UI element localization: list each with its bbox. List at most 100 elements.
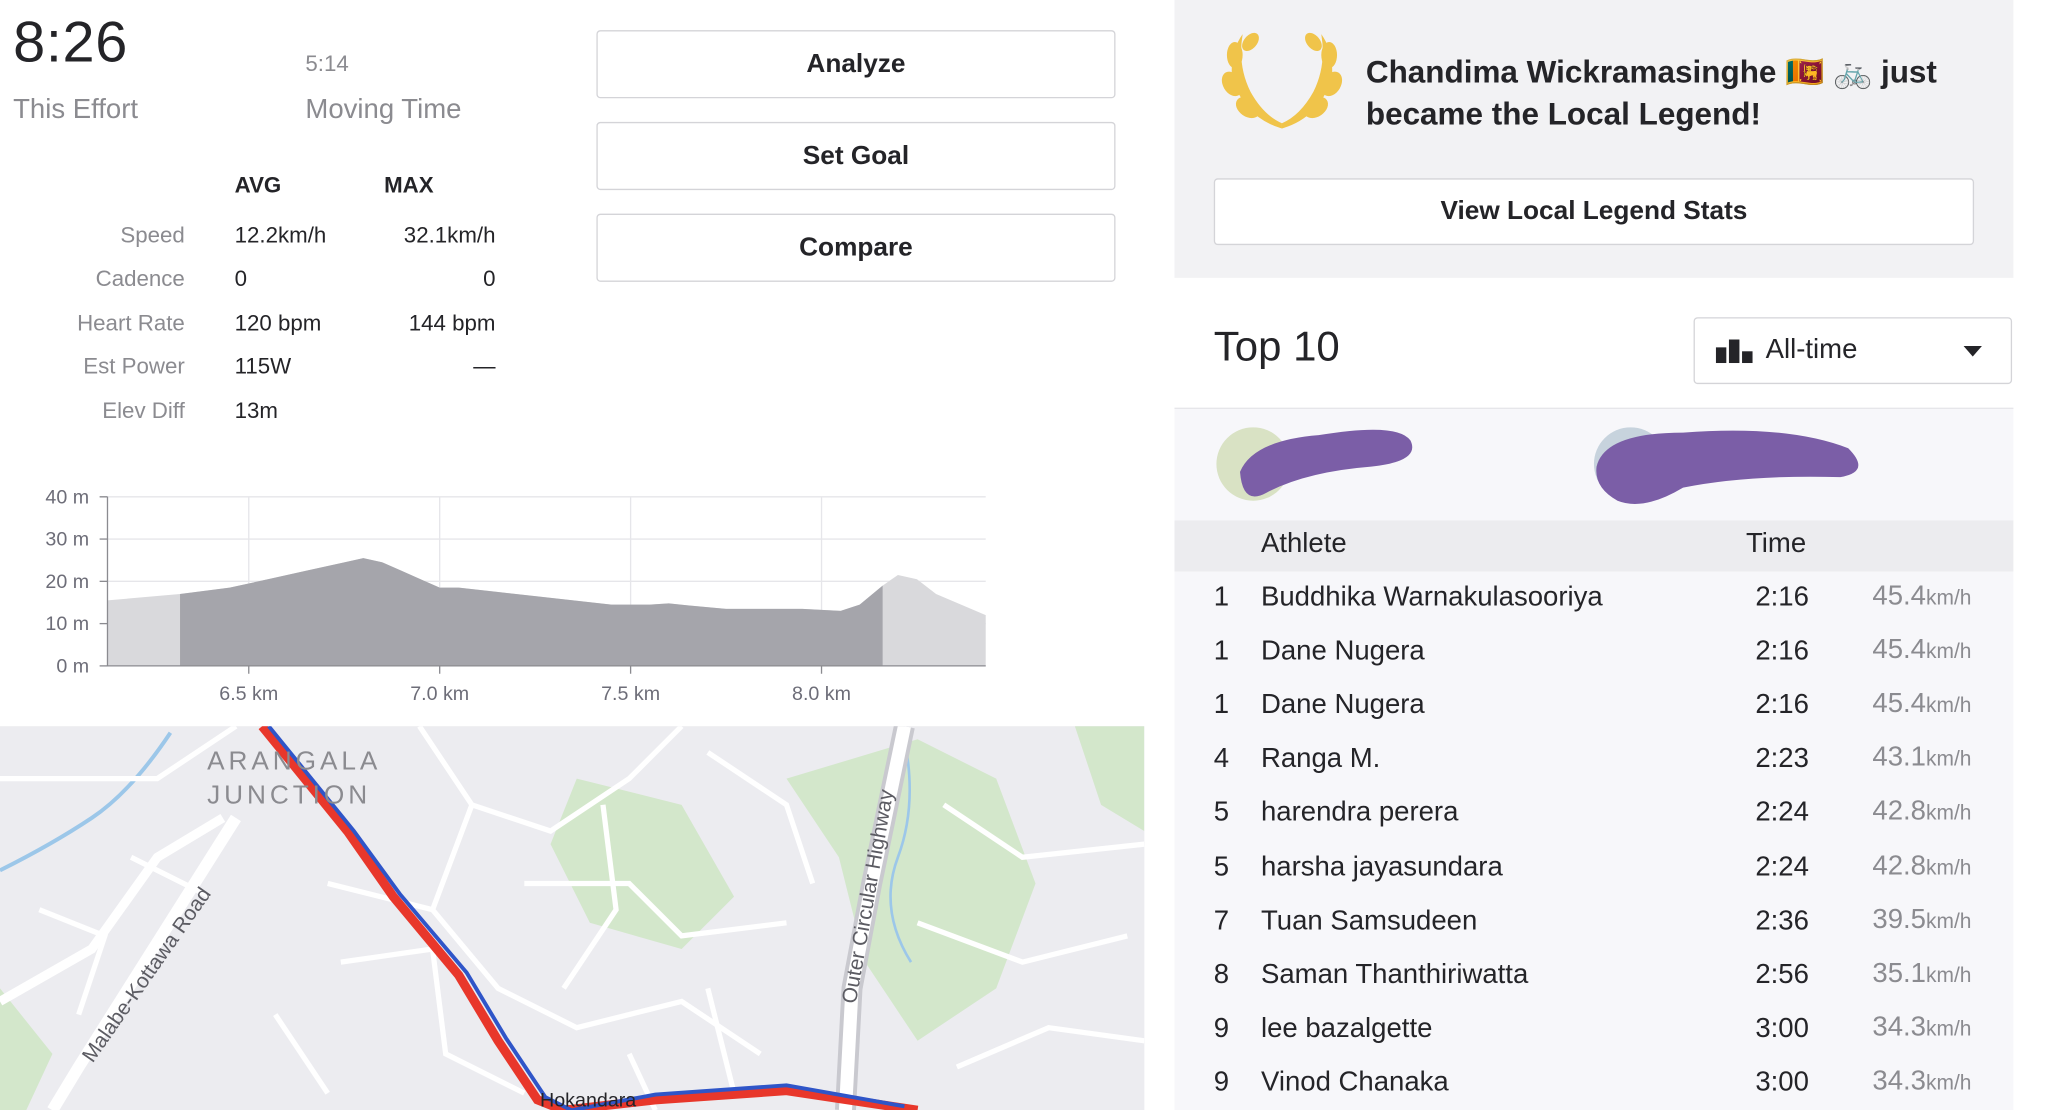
stat-row-elev-diff: Elev Diff 13m (0, 398, 511, 437)
elevation-chart[interactable]: 40 m 30 m 20 m 10 m 0 m 6.5 km 7.0 km 7.5 km 8.0… (0, 472, 1022, 721)
minor-roads (0, 726, 1145, 1110)
speed: 43.1km/h (1872, 742, 1971, 773)
stat-label: Cadence (95, 266, 185, 291)
set-goal-button[interactable]: Set Goal (596, 121, 1116, 191)
y-tick-label: 30 m (45, 529, 89, 551)
stat-avg: 13m (234, 398, 278, 424)
speed: 42.8km/h (1872, 796, 1971, 827)
athlete-name[interactable]: Dane Nugera (1260, 635, 1425, 667)
athlete-column-header: Athlete (1260, 528, 1347, 559)
y-tick-label: 20 m (45, 571, 89, 593)
chevron-down-icon (1963, 346, 1982, 357)
time-column-header: Time (1745, 528, 1807, 559)
speed-value: 42.8 (1872, 850, 1926, 881)
view-local-legend-stats-button[interactable]: View Local Legend Stats (1213, 178, 1975, 246)
analyze-button[interactable]: Analyze (596, 30, 1116, 99)
speed-unit: km/h (1925, 910, 1972, 933)
leaderboard-row[interactable]: 1 Dane Nugera 2:16 45.4km/h (1174, 625, 2013, 679)
leaderboard-table: 1 Buddhika Warnakulasooriya 2:16 45.4km/h 1 D… (1174, 571, 2014, 1110)
speed-unit: km/h (1925, 641, 1972, 664)
compare-route-line (267, 726, 905, 1110)
rank: 9 (1213, 1066, 1230, 1097)
local-legend-message: Chandima Wickramasinghe 🇱🇰 🚲 just became… (1365, 55, 1937, 133)
highway (838, 726, 911, 1110)
athlete-name[interactable]: Tuan Samsudeen (1260, 905, 1478, 936)
stat-max: 144 bpm (408, 310, 496, 336)
effort-time: 2:16 (1755, 689, 1809, 720)
compare-button[interactable]: Compare (596, 213, 1116, 282)
moving-time-label: Moving Time (305, 94, 462, 125)
speed: 34.3km/h (1872, 1066, 1971, 1097)
map-place-label: Hokandara (540, 1089, 637, 1110)
leaderboard-row[interactable]: 8 Saman Thanthiriwatta 2:56 35.1km/h (1174, 949, 2013, 1003)
segment-map[interactable]: ARANGALA JUNCTION Malabe-Kottawa Road Ou… (0, 726, 1145, 1110)
leaderboard-header: Athlete Time (1174, 520, 2014, 572)
stat-label: Elev Diff (102, 398, 185, 424)
speed: 45.4km/h (1872, 688, 1971, 719)
leaderboard-row[interactable]: 1 Buddhika Warnakulasooriya 2:16 45.4km/h (1174, 572, 2013, 626)
leaderboard-title: Top 10 (1213, 322, 1340, 370)
speed-value: 45.4 (1872, 688, 1926, 719)
effort-label: This Effort (13, 94, 139, 125)
x-tick-label: 8.0 km (792, 683, 851, 705)
park-area (0, 988, 53, 1110)
y-tick-label: 40 m (45, 486, 89, 508)
water-stream (0, 731, 173, 873)
timeframe-value: All-time (1765, 334, 1858, 365)
rank: 4 (1213, 743, 1230, 774)
rank: 5 (1213, 851, 1230, 882)
map-canvas (0, 726, 1145, 1110)
main-road (0, 814, 226, 1006)
athlete-name[interactable]: harsha jayasundara (1260, 851, 1503, 882)
map-area-line1: ARANGALA (207, 747, 382, 776)
athlete-name[interactable]: Buddhika Warnakulasooriya (1260, 581, 1603, 613)
effort-time: 3:00 (1755, 1012, 1809, 1044)
athlete-name[interactable]: Ranga M. (1260, 743, 1381, 774)
leaderboard-row[interactable]: 5 harendra perera 2:24 42.8km/h (1174, 787, 2013, 841)
rank: 8 (1213, 959, 1230, 990)
leaderboard-row[interactable]: 4 Ranga M. 2:23 43.1km/h (1174, 733, 2013, 787)
map-area-label: ARANGALA JUNCTION (207, 745, 381, 813)
speed-value: 45.4 (1872, 634, 1926, 665)
leaderboard-row[interactable]: 9 Vinod Chanaka 3:00 34.3km/h (1174, 1056, 2013, 1110)
speed: 42.8km/h (1872, 850, 1971, 881)
moving-time: 5:14 (305, 51, 349, 77)
stat-avg: 0 (234, 266, 248, 291)
effort-time: 3:00 (1755, 1066, 1809, 1097)
speed-unit: km/h (1925, 964, 1972, 987)
rank: 9 (1213, 1012, 1230, 1044)
athlete-name[interactable]: lee bazalgette (1260, 1012, 1433, 1044)
speed-value: 34.3 (1872, 1065, 1926, 1096)
stat-label: Speed (120, 222, 185, 248)
park-area (550, 778, 735, 950)
y-tick-label: 0 m (56, 655, 89, 677)
water-stream (889, 739, 913, 963)
redaction-mark (1240, 429, 1413, 497)
leaderboard-row[interactable]: 9 lee bazalgette 3:00 34.3km/h (1174, 1002, 2013, 1056)
timeframe-dropdown[interactable]: All-time (1693, 317, 2013, 385)
leaderboard-row[interactable]: 5 harsha jayasundara 2:24 42.8km/h (1174, 841, 2013, 895)
athlete-name[interactable]: Dane Nugera (1260, 689, 1425, 720)
speed: 35.1km/h (1872, 958, 1971, 989)
athlete-name[interactable]: Saman Thanthiriwatta (1260, 959, 1529, 990)
effort-time: 2:36 (1755, 905, 1809, 936)
leaderboard-row[interactable]: 1 Dane Nugera 2:16 45.4km/h (1174, 679, 2013, 733)
redaction-mark (1596, 430, 1859, 504)
speed: 45.4km/h (1872, 581, 1971, 612)
athlete-name[interactable]: Vinod Chanaka (1260, 1066, 1449, 1097)
elevation-area-segment (180, 558, 883, 666)
speed-unit: km/h (1925, 802, 1972, 826)
athlete-name[interactable]: harendra perera (1260, 797, 1459, 828)
stat-row-est-power: Est Power 115W — (0, 354, 511, 393)
speed-value: 43.1 (1872, 742, 1926, 773)
laurel-icon (1221, 32, 1343, 129)
speed-unit: km/h (1925, 1072, 1972, 1095)
top-avatars (1174, 407, 2014, 521)
stat-row-heart-rate: Heart Rate 120 bpm 144 bpm (0, 311, 511, 350)
rank: 1 (1213, 581, 1230, 613)
stat-max: 0 (483, 266, 496, 291)
stat-avg: 115W (234, 353, 292, 379)
leaderboard-row[interactable]: 7 Tuan Samsudeen 2:36 39.5km/h (1174, 895, 2013, 949)
y-tick-label: 10 m (45, 613, 89, 635)
effort-time: 2:23 (1755, 743, 1809, 774)
